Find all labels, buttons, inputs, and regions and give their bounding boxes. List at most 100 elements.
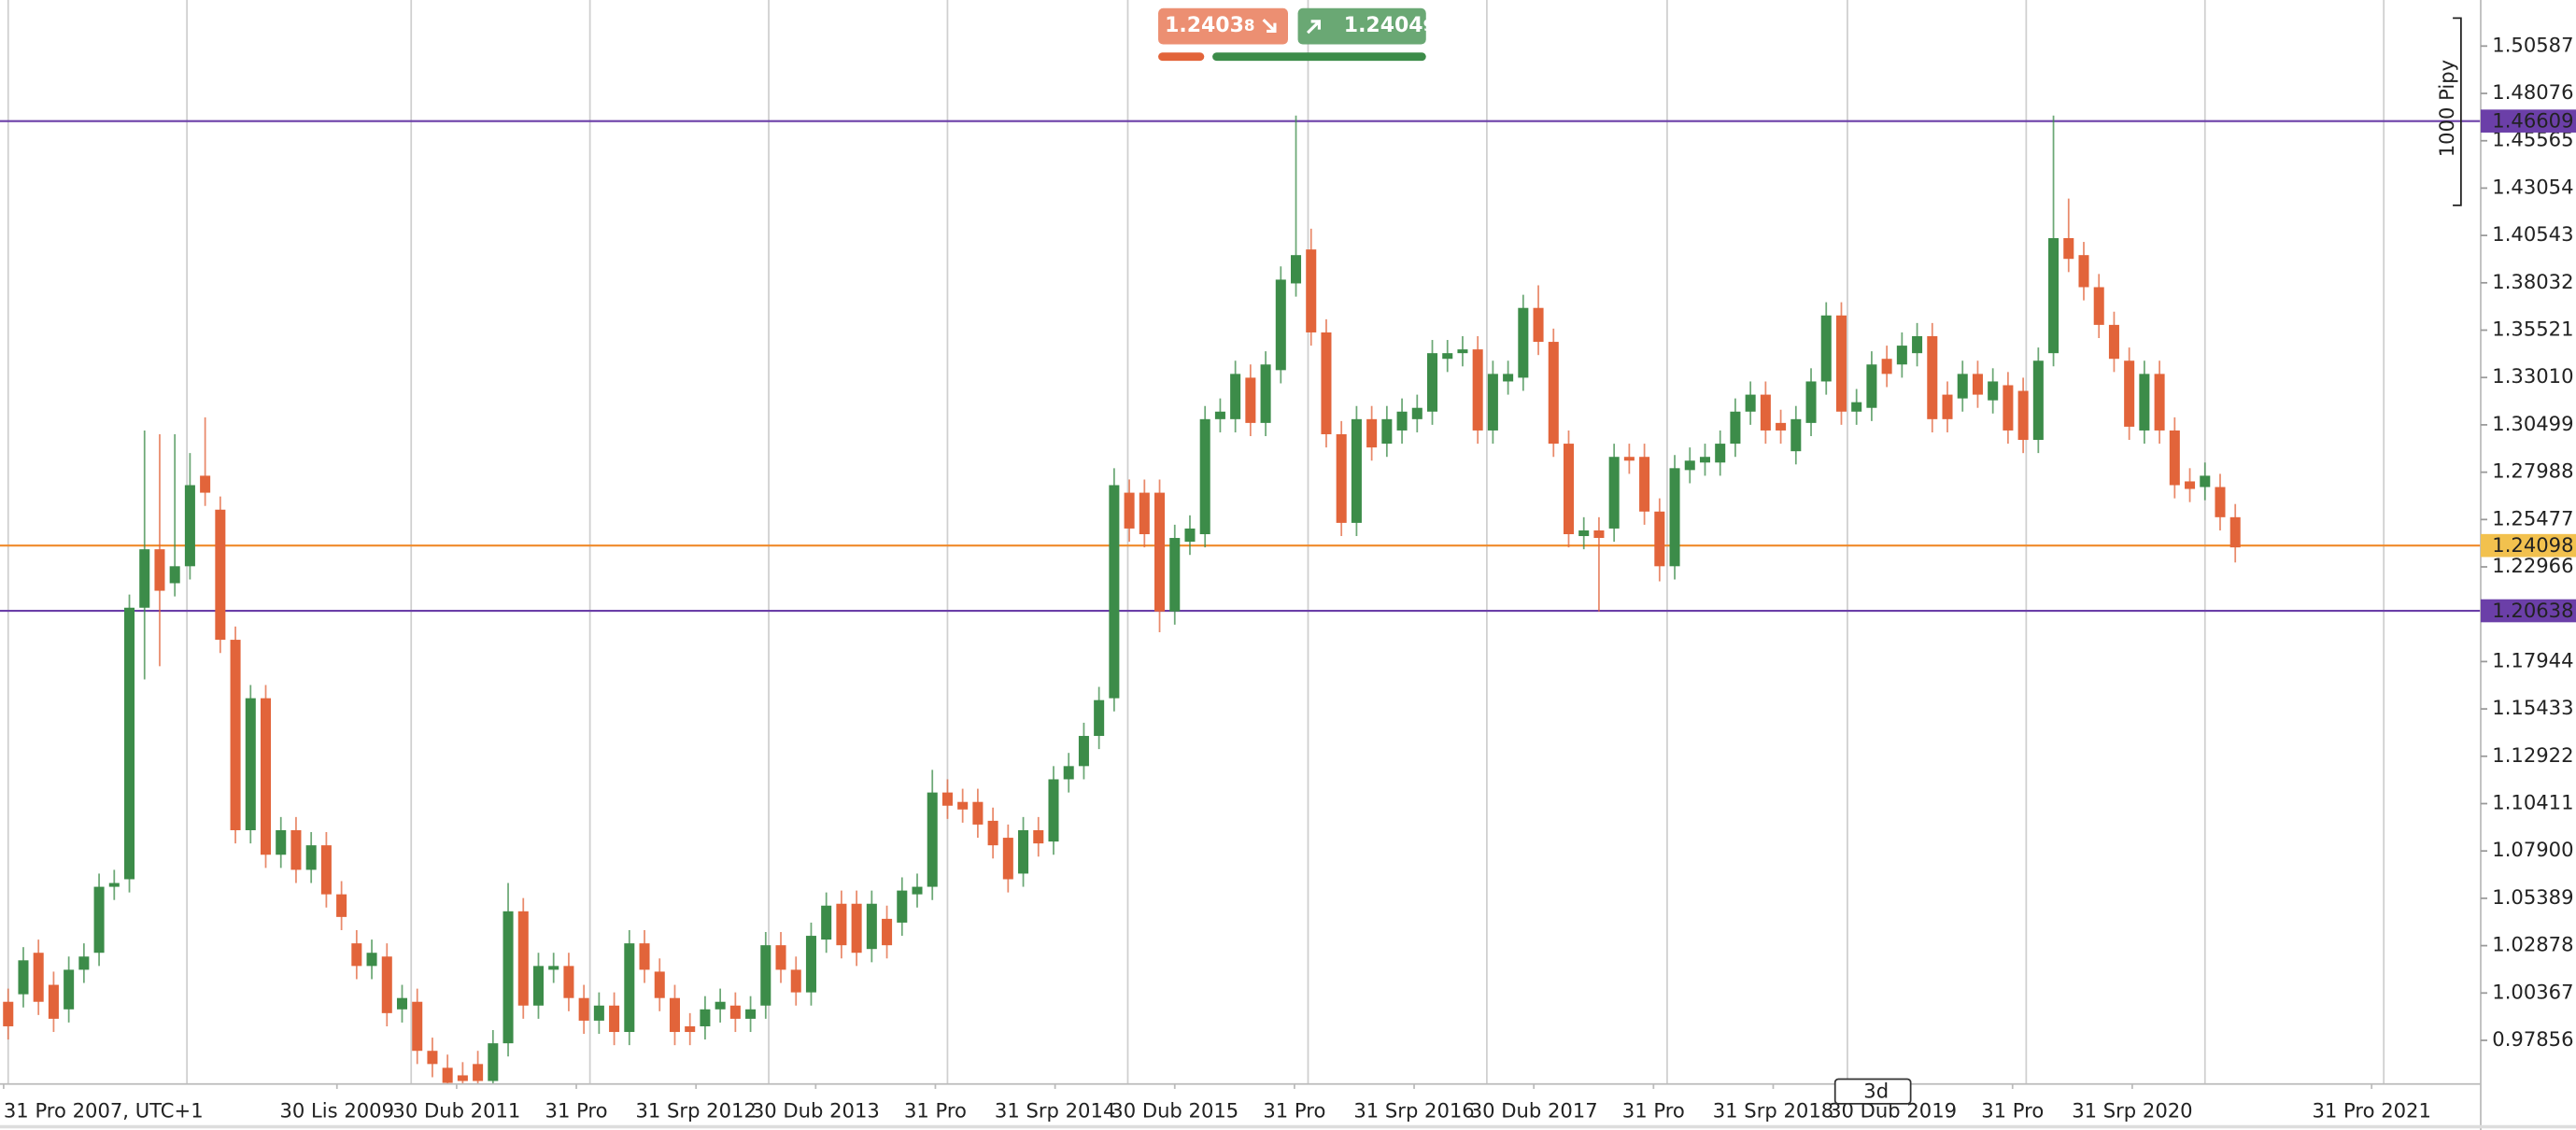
candle-body (821, 905, 832, 940)
candle-body (184, 485, 195, 567)
candle-body (1942, 394, 1953, 419)
price-level-label: 1.46609 (2492, 109, 2573, 133)
candle-body (532, 966, 544, 1006)
sell-volume-bar (1158, 52, 1205, 62)
y-tick-label: 1.33010 (2492, 364, 2573, 388)
candle-body (1048, 779, 1059, 842)
candle-body (1199, 418, 1210, 534)
sell-price-main[interactable]: 1.2403 (1165, 14, 1244, 37)
candle-body (1002, 838, 1013, 880)
timeframe-box[interactable]: 3d (1833, 1078, 1912, 1105)
candle-body (851, 903, 862, 953)
candle-body (624, 943, 635, 1033)
buy-button-bg[interactable] (1297, 7, 1426, 45)
candle-body (473, 1064, 484, 1081)
candle-body (336, 894, 347, 917)
price-level-tag (2480, 599, 2576, 623)
x-tick-label: 30 Dub 2015 (1111, 1099, 1238, 1123)
candle-body (790, 969, 801, 993)
candle-body (2200, 475, 2211, 487)
y-tick-label: 1.05389 (2492, 885, 2573, 909)
x-tick-label: 31 Pro (904, 1099, 967, 1123)
candle-body (639, 943, 650, 970)
timeframe-label[interactable]: 3d (1863, 1080, 1889, 1103)
x-tick-label: 31 Pro (545, 1099, 608, 1123)
candle-body (1306, 249, 1317, 332)
price-tags: 1.46609 1.24098 1.20638 (2480, 109, 2576, 623)
candle-body (1321, 332, 1332, 434)
candle-body (1988, 381, 1999, 401)
sell-price[interactable]: 1.24038 (1165, 14, 1254, 37)
candle-body (1776, 422, 1787, 431)
candle-body (366, 953, 377, 967)
candle-body (2078, 255, 2089, 288)
candle-body (1336, 433, 1347, 523)
y-tick-label: 1.17944 (2492, 648, 2573, 671)
candle-body (502, 911, 514, 1044)
candle-body (2063, 238, 2074, 260)
x-tick-label: 31 Pro (1622, 1099, 1685, 1123)
buy-button[interactable]: 1.24049 (1297, 7, 1435, 45)
buy-price-pip[interactable]: 9 (1423, 16, 1435, 35)
timeframe-bg[interactable] (1833, 1078, 1912, 1105)
buy-arrow[interactable] (1306, 20, 1322, 35)
candle-body (1957, 374, 1968, 399)
candle-body (290, 829, 302, 870)
candle-body (108, 883, 120, 887)
y-tick-label: 1.22966 (2492, 554, 2573, 577)
candle-body (1699, 457, 1710, 463)
candle-body (1896, 346, 1907, 365)
candle-body (1472, 349, 1483, 431)
candle-body (987, 820, 998, 846)
candle-body (1487, 374, 1498, 431)
x-tick-label: 30 Dub 2017 (1470, 1099, 1598, 1123)
x-tick-label: 31 Pro (1981, 1099, 2044, 1123)
candle-body (1291, 255, 1302, 284)
candle-body (897, 890, 908, 923)
y-tick-label: 1.25477 (2492, 506, 2573, 530)
candle-body (260, 698, 272, 855)
candle-body (1078, 736, 1089, 767)
axis: 1.505871.480761.455651.430541.405431.380… (3, 33, 2574, 1123)
candle-body (93, 886, 105, 953)
candle-body (33, 953, 44, 1002)
candle-body (1033, 829, 1044, 844)
buy-price-main[interactable]: 1.2404 (1344, 14, 1423, 37)
candle-body (1503, 374, 1514, 382)
y-tick-label: 1.12922 (2492, 743, 2573, 767)
candle-body (1214, 411, 1225, 419)
candle-body (729, 1005, 741, 1019)
x-tick-label: 31 Srp 2012 (635, 1099, 756, 1123)
sell-arrow[interactable] (1262, 18, 1277, 33)
candle-body (593, 1005, 604, 1021)
candle-body (64, 969, 75, 1010)
candle-body (245, 698, 256, 830)
candle-body (320, 845, 332, 895)
candle-body (882, 918, 893, 946)
y-tick-label: 1.30499 (2492, 412, 2573, 435)
y-tick-label: 1.07900 (2492, 838, 2573, 861)
sell-button[interactable]: 1.24038 (1158, 7, 1288, 45)
x-tick-label: 31 Srp 2014 (995, 1099, 1115, 1123)
candle-body (1396, 411, 1408, 431)
sell-button-bg[interactable] (1158, 7, 1288, 45)
candle-body (715, 1001, 726, 1010)
y-tick-label: 1.43054 (2492, 175, 2573, 198)
candle-body (139, 549, 150, 608)
buy-price[interactable]: 1.24049 (1344, 14, 1434, 37)
candle-body (1790, 418, 1802, 452)
candle-body (18, 960, 29, 995)
x-tick-label: 31 Pro 2007, UTC+1 (4, 1099, 204, 1123)
x-tick-label: 31 Pro (1263, 1099, 1325, 1123)
candle-body (866, 903, 877, 950)
candle-body (1139, 492, 1150, 534)
candle-body (154, 549, 165, 591)
candle-body (2032, 360, 2044, 441)
candle-body (2048, 238, 2059, 354)
candle-body (609, 1005, 620, 1033)
y-tick-label: 1.35521 (2492, 318, 2573, 341)
sell-price-pip[interactable]: 8 (1244, 16, 1255, 35)
candle-body (215, 509, 226, 641)
candle-body (1351, 418, 1362, 523)
y-tick-label: 1.50587 (2492, 33, 2573, 56)
